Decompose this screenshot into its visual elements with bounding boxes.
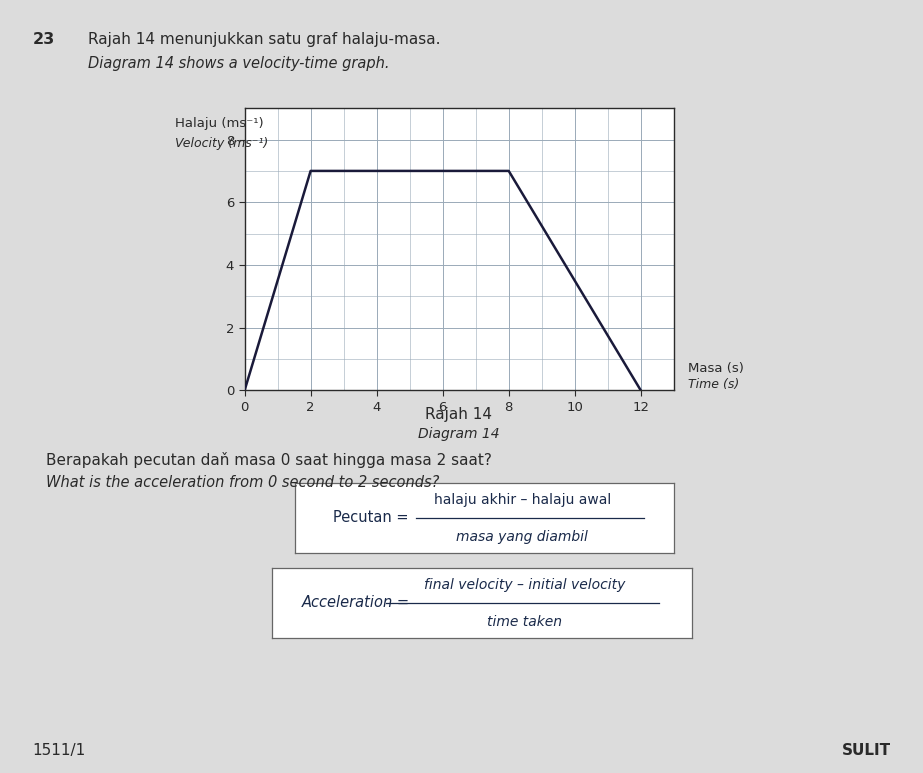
Text: Acceleration =: Acceleration = [302, 595, 410, 611]
Text: 1511/1: 1511/1 [32, 743, 86, 758]
Text: Halaju (ms⁻¹): Halaju (ms⁻¹) [175, 117, 264, 130]
Text: Rajah 14: Rajah 14 [426, 407, 492, 422]
Text: Diagram 14 shows a velocity-time graph.: Diagram 14 shows a velocity-time graph. [88, 56, 390, 70]
Text: masa yang diambil: masa yang diambil [457, 530, 588, 544]
Text: Pecutan =: Pecutan = [333, 510, 409, 526]
Text: time taken: time taken [486, 615, 562, 629]
Text: Masa (s): Masa (s) [688, 363, 744, 375]
Text: Berapakah pecutan daň masa 0 saat hingga masa 2 saat?: Berapakah pecutan daň masa 0 saat hingga… [46, 452, 492, 468]
Text: final velocity – initial velocity: final velocity – initial velocity [424, 578, 625, 592]
Text: 23: 23 [32, 32, 54, 47]
Text: halaju akhir – halaju awal: halaju akhir – halaju awal [434, 493, 611, 507]
Text: Rajah 14 menunjukkan satu graf halaju-masa.: Rajah 14 menunjukkan satu graf halaju-ma… [88, 32, 440, 47]
Text: SULIT: SULIT [842, 743, 891, 758]
Text: Diagram 14: Diagram 14 [418, 427, 499, 441]
Text: What is the acceleration from 0 second to 2 seconds?: What is the acceleration from 0 second t… [46, 475, 439, 490]
Text: Velocity (ms⁻¹): Velocity (ms⁻¹) [175, 137, 269, 149]
Text: Time (s): Time (s) [688, 378, 739, 390]
